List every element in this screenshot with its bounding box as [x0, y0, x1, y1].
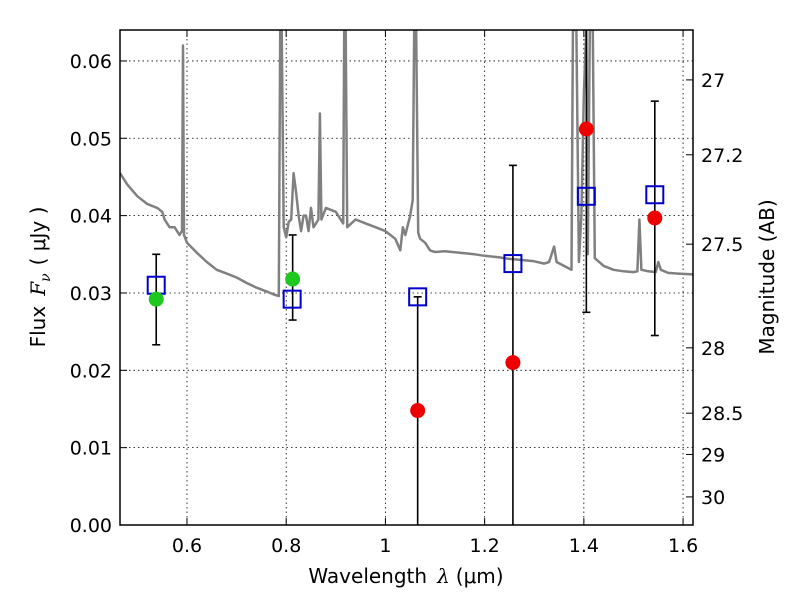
- x-tick-label-3: 1.2: [470, 535, 500, 557]
- green-point-0: [148, 291, 164, 307]
- x-axis-unit: (μm): [456, 564, 504, 588]
- mag-tick-label-2: 27.5: [701, 234, 743, 256]
- y-axis-unit: ( μJy ): [26, 207, 50, 266]
- red-point-0: [410, 403, 426, 419]
- y-axis-label: Flux Fν ( μJy ): [26, 207, 54, 348]
- red-point-1: [505, 355, 521, 371]
- mag-tick-label-0: 27: [701, 70, 725, 92]
- y-axis-subscript: ν: [38, 273, 54, 282]
- mag-tick-label-5: 29: [701, 444, 725, 466]
- y-tick-label-6: 0.06: [70, 51, 112, 73]
- mag-tick-label-3: 28: [701, 338, 725, 360]
- x-tick-label-2: 1: [379, 535, 391, 557]
- y-axis-symbol: F: [26, 281, 50, 297]
- mag-tick-label-4: 28.5: [701, 403, 743, 425]
- red-point-2: [578, 121, 594, 137]
- y-tick-label-1: 0.01: [70, 438, 112, 460]
- plot-frame: [119, 29, 694, 526]
- x-tick-label-5: 1.6: [668, 535, 698, 557]
- y-tick-label-4: 0.04: [70, 206, 112, 228]
- square-marker-2: [408, 287, 428, 307]
- y2-axis-label: Magnitude (AB): [755, 199, 779, 354]
- model-spectrum: [120, 30, 693, 298]
- square-marker-5: [645, 185, 665, 205]
- green-point-1: [285, 271, 301, 287]
- y-tick-label-0: 0.00: [70, 515, 112, 537]
- mag-tick-label-6: 30: [701, 487, 725, 509]
- spectrum-line: [120, 30, 693, 298]
- y-tick-label-5: 0.05: [70, 128, 112, 150]
- square-marker-1: [282, 289, 302, 309]
- x-axis-lambda: λ: [436, 564, 450, 588]
- axis-ticks: 0.6 0.8 1 1.2 1.4 1.6 0.00 0.01 0.02 0.03 0.04 0.05…: [70, 30, 743, 557]
- x-tick-label-4: 1.4: [569, 535, 599, 557]
- x-tick-label-1: 0.8: [271, 535, 301, 557]
- grid: [120, 30, 693, 525]
- y-tick-label-3: 0.03: [70, 283, 112, 305]
- square-marker-3: [503, 254, 523, 274]
- markers: [146, 121, 665, 419]
- mag-tick-label-1: 27.2: [701, 145, 743, 167]
- x-axis-label: Wavelength λ (μm): [308, 564, 503, 588]
- y-tick-label-2: 0.02: [70, 360, 112, 382]
- red-point-3: [647, 210, 663, 226]
- y-axis-label-text: Flux: [26, 306, 50, 348]
- x-tick-label-0: 0.6: [172, 535, 202, 557]
- x-axis-label-text: Wavelength: [308, 564, 427, 588]
- square-marker-4: [576, 186, 596, 206]
